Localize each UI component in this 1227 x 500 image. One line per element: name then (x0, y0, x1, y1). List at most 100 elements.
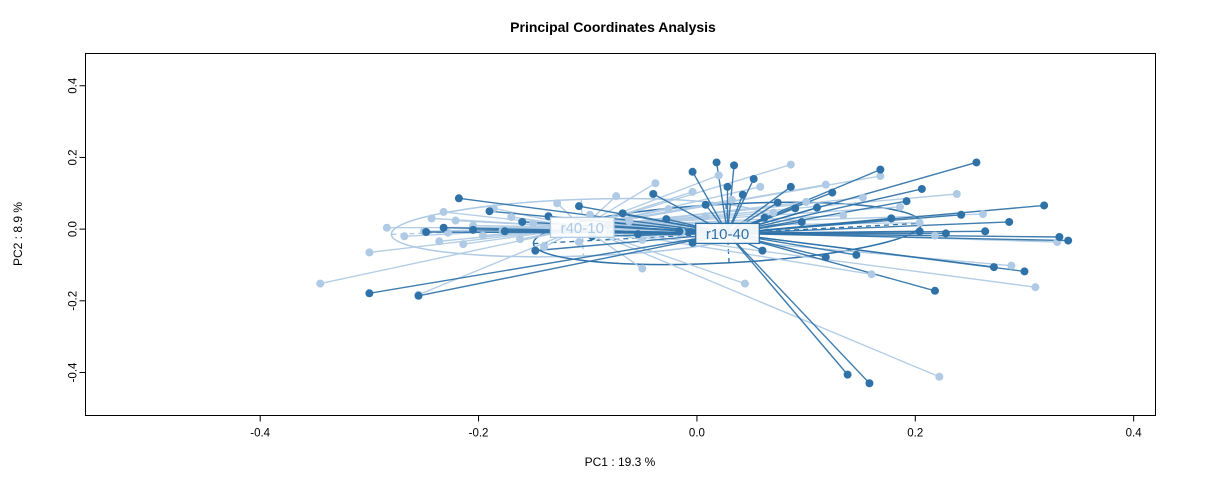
data-point (1005, 217, 1014, 226)
data-point (575, 238, 584, 247)
chart-title: Principal Coordinates Analysis (510, 19, 716, 35)
group-label-box (695, 222, 760, 245)
data-point (518, 217, 527, 226)
spider-segment (726, 232, 849, 376)
data-point (828, 188, 837, 197)
y-axis-label: PC2 : 8.9 % (11, 202, 25, 266)
data-point (1055, 233, 1064, 242)
data-point (740, 279, 749, 288)
x-axis: -0.4 -0.2 0.0 0.2 0.4 (250, 415, 1143, 440)
data-point (688, 187, 697, 196)
data-point (507, 212, 516, 221)
plot-frame (85, 53, 1156, 416)
data-point (760, 213, 769, 222)
data-point (427, 214, 436, 223)
data-point (896, 202, 905, 211)
y-tick-label: 0.4 (68, 77, 80, 94)
data-point (714, 171, 723, 180)
spider-segment (582, 163, 792, 229)
data-point (952, 189, 961, 198)
data-point (957, 210, 966, 219)
y-tick-label: 0.2 (68, 149, 80, 165)
data-point (439, 207, 448, 216)
group-label-box (549, 216, 615, 238)
data-point (459, 240, 468, 249)
x-tick-label: -0.2 (469, 428, 489, 440)
data-point (915, 227, 924, 236)
data-point (756, 182, 765, 191)
data-point (821, 180, 830, 189)
ellipse-major-axis (533, 222, 922, 245)
data-point (382, 223, 391, 232)
data-point (930, 286, 939, 295)
data-point (935, 372, 944, 381)
data-point (529, 219, 538, 228)
data-point (575, 202, 584, 211)
data-point (769, 208, 778, 217)
data-point (802, 197, 811, 206)
data-point (500, 227, 509, 236)
data-point (887, 214, 896, 223)
spider-segment (727, 232, 1025, 273)
data-point (435, 237, 444, 246)
data-point (773, 198, 782, 207)
data-point (915, 218, 924, 227)
data-point (786, 160, 795, 169)
data-point (852, 250, 861, 259)
x-axis-label: PC1 : 19.3 % (585, 455, 656, 469)
data-point (867, 270, 876, 279)
data-point (649, 189, 658, 198)
y-tick-label: -0.2 (68, 291, 80, 311)
data-point (1064, 236, 1073, 245)
data-point (730, 161, 739, 170)
data-point (638, 264, 647, 273)
data-point (439, 223, 448, 232)
spider-segment (369, 232, 728, 294)
data-point (821, 253, 830, 262)
data-point (365, 289, 374, 298)
spider-segment (418, 226, 583, 296)
data-point (454, 194, 463, 203)
data-point (843, 370, 852, 379)
spider-segment (727, 232, 1069, 242)
x-tick-label: 0.2 (907, 428, 923, 440)
data-point (553, 199, 562, 208)
data-point (858, 193, 867, 202)
data-point (1007, 261, 1016, 270)
data-point (738, 190, 747, 199)
data-point (664, 205, 673, 214)
data-point (786, 182, 795, 191)
data-point (688, 167, 697, 176)
data-point (485, 207, 494, 216)
data-point (618, 209, 627, 218)
x-tick-label: 0.4 (1126, 428, 1143, 440)
data-point (414, 291, 423, 300)
spider-segment (727, 221, 1010, 235)
data-point (797, 217, 806, 226)
y-tick-label: 0.0 (68, 221, 80, 237)
data-point (712, 158, 721, 167)
data-point (675, 227, 684, 236)
spider-segment (727, 161, 977, 235)
data-point (651, 179, 660, 188)
data-point (422, 227, 431, 236)
group-label-group: r40-10 r10-40 (549, 216, 760, 245)
data-point (1031, 283, 1040, 292)
data-point (540, 243, 549, 252)
data-point (688, 238, 697, 247)
data-point (749, 174, 758, 183)
data-point (981, 227, 990, 236)
data-point (625, 217, 634, 226)
data-point (902, 197, 911, 206)
data-point (478, 231, 487, 240)
data-point (723, 182, 732, 191)
data-point (876, 172, 885, 181)
data-point (972, 158, 981, 167)
data-point (839, 211, 848, 220)
spider-segment (726, 232, 870, 384)
data-point (662, 215, 671, 224)
spider-segment (727, 230, 986, 235)
